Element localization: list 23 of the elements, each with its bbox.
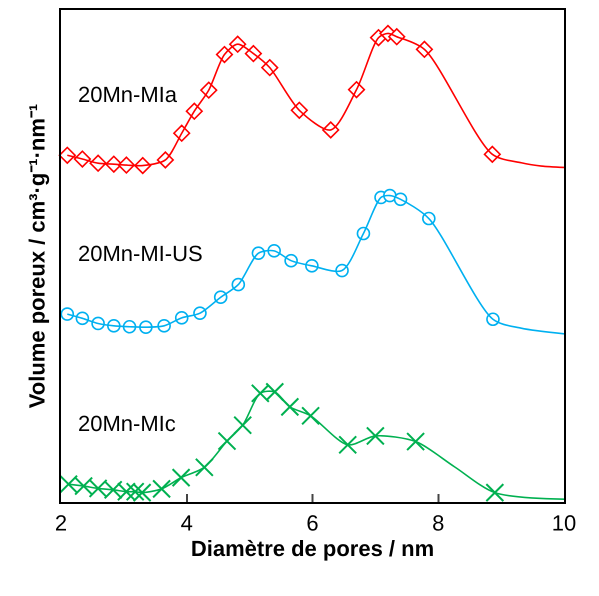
point [280, 397, 300, 416]
series-label: 20Mn-MIa [78, 82, 178, 107]
point [301, 406, 320, 426]
point [406, 432, 426, 452]
x-axis-title: Diamètre de pores / nm [190, 536, 434, 561]
point [194, 458, 214, 477]
x-tick-label: 6 [306, 510, 319, 536]
point [485, 483, 504, 502]
point [366, 426, 385, 446]
point [233, 416, 252, 435]
x-tick-label: 4 [180, 510, 193, 536]
x-tick-label: 2 [54, 510, 68, 536]
series-label: 20Mn-MI-US [78, 241, 203, 266]
point [126, 482, 145, 502]
point [338, 435, 358, 454]
point [217, 432, 236, 451]
x-tick-label: 8 [432, 510, 444, 536]
point [152, 479, 172, 498]
series-label: 20Mn-MIc [78, 411, 176, 436]
y-axis-title: Volume poreux / cm³·g⁻¹·nm⁻¹ [24, 104, 50, 408]
point [60, 307, 74, 321]
point [172, 468, 191, 488]
x-tick-label: 10 [552, 510, 576, 536]
